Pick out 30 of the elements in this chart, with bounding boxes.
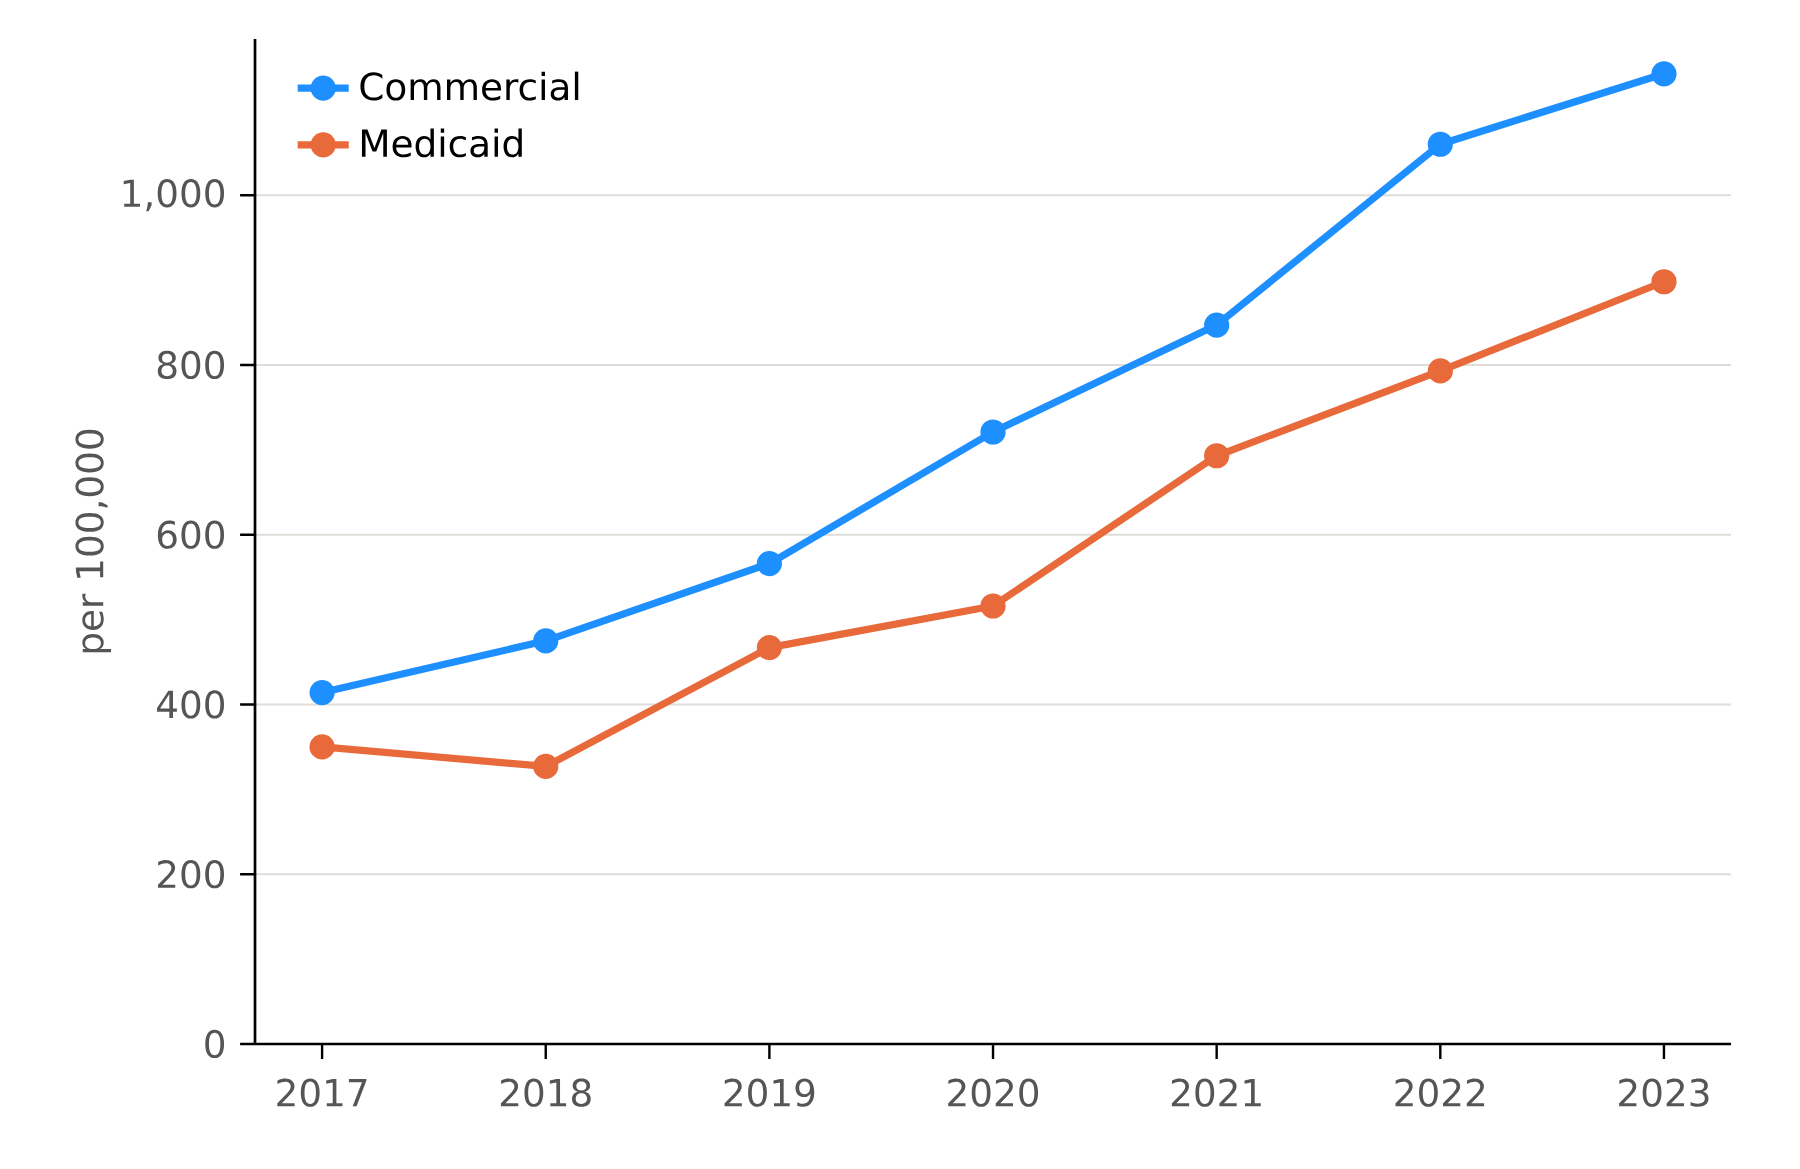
x-tick-label: 2020 <box>948 1078 1039 1107</box>
x-tick-label: 2018 <box>500 1078 591 1107</box>
y-tick-label: 200 <box>157 860 225 889</box>
point <box>533 753 559 779</box>
y-tick-label: 0 <box>205 1029 225 1059</box>
point <box>756 550 782 577</box>
point <box>980 419 1006 445</box>
point <box>1204 443 1230 469</box>
point <box>756 634 782 661</box>
legend-label: Medicaid <box>361 128 522 158</box>
point <box>533 628 559 654</box>
x-tick-label: 2021 <box>1171 1078 1261 1107</box>
y-axis-title: per 100,000 <box>75 429 111 653</box>
point <box>1651 269 1677 295</box>
point <box>1204 312 1230 338</box>
x-tick-label: 2019 <box>724 1078 815 1107</box>
point <box>1651 61 1677 87</box>
y-tick-label: 1,000 <box>123 179 225 212</box>
point <box>980 593 1006 619</box>
point <box>309 734 335 760</box>
point <box>1427 358 1453 384</box>
x-tick-label: 2017 <box>277 1078 367 1107</box>
y-tick-label: 400 <box>157 690 225 719</box>
point <box>1427 131 1453 157</box>
x-tick-label: 2023 <box>1619 1078 1709 1107</box>
point <box>309 679 335 706</box>
x-tick-label: 2022 <box>1395 1078 1485 1107</box>
legend-label: Commercial <box>360 71 579 101</box>
y-tick-label: 600 <box>157 520 225 549</box>
y-tick-label: 800 <box>157 350 225 380</box>
